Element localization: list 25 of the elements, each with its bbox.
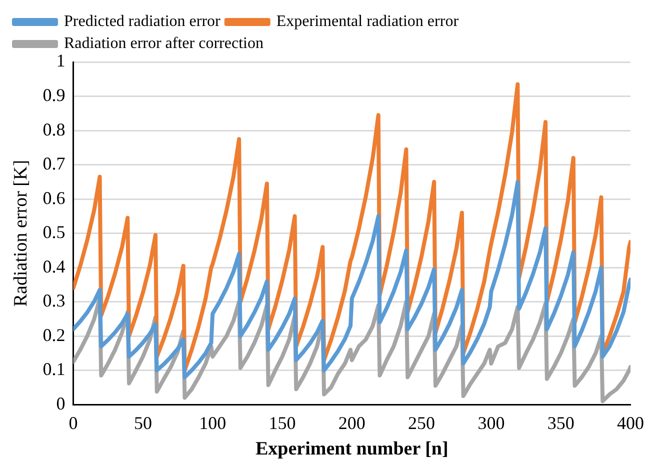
x-axis-title: Experiment number [n] [255, 438, 448, 460]
x-tick-label: 150 [268, 413, 296, 434]
x-tick-label: 50 [134, 413, 152, 434]
x-tick-label: 0 [68, 413, 78, 434]
legend-label: Predicted radiation error [64, 13, 222, 30]
y-axis-title: Radiation error [K] [10, 160, 32, 307]
y-tick-label: 0.3 [42, 290, 66, 311]
x-tick-label: 400 [617, 413, 644, 434]
legend-label: Experimental radiation error [276, 13, 460, 30]
legend-label: Radiation error after correction [64, 35, 264, 52]
x-tick-label: 350 [547, 413, 574, 434]
y-tick-label: 0.9 [42, 84, 66, 105]
y-tick-label: 0 [56, 393, 66, 414]
y-tick-label: 0.8 [42, 119, 66, 140]
y-tick-label: 0.6 [42, 188, 66, 208]
y-tick-label: 0.5 [42, 222, 66, 242]
y-tick-label: 0.1 [42, 359, 66, 380]
y-tick-label: 1 [56, 50, 66, 71]
x-tick-label: 200 [338, 413, 366, 434]
x-tick-label: 100 [199, 413, 226, 434]
x-tick-label: 250 [408, 413, 436, 434]
x-tick-label: 300 [478, 413, 505, 434]
y-tick-label: 0.4 [42, 256, 66, 276]
y-tick-label: 0.7 [42, 154, 66, 174]
y-tick-label: 0.2 [42, 324, 66, 345]
